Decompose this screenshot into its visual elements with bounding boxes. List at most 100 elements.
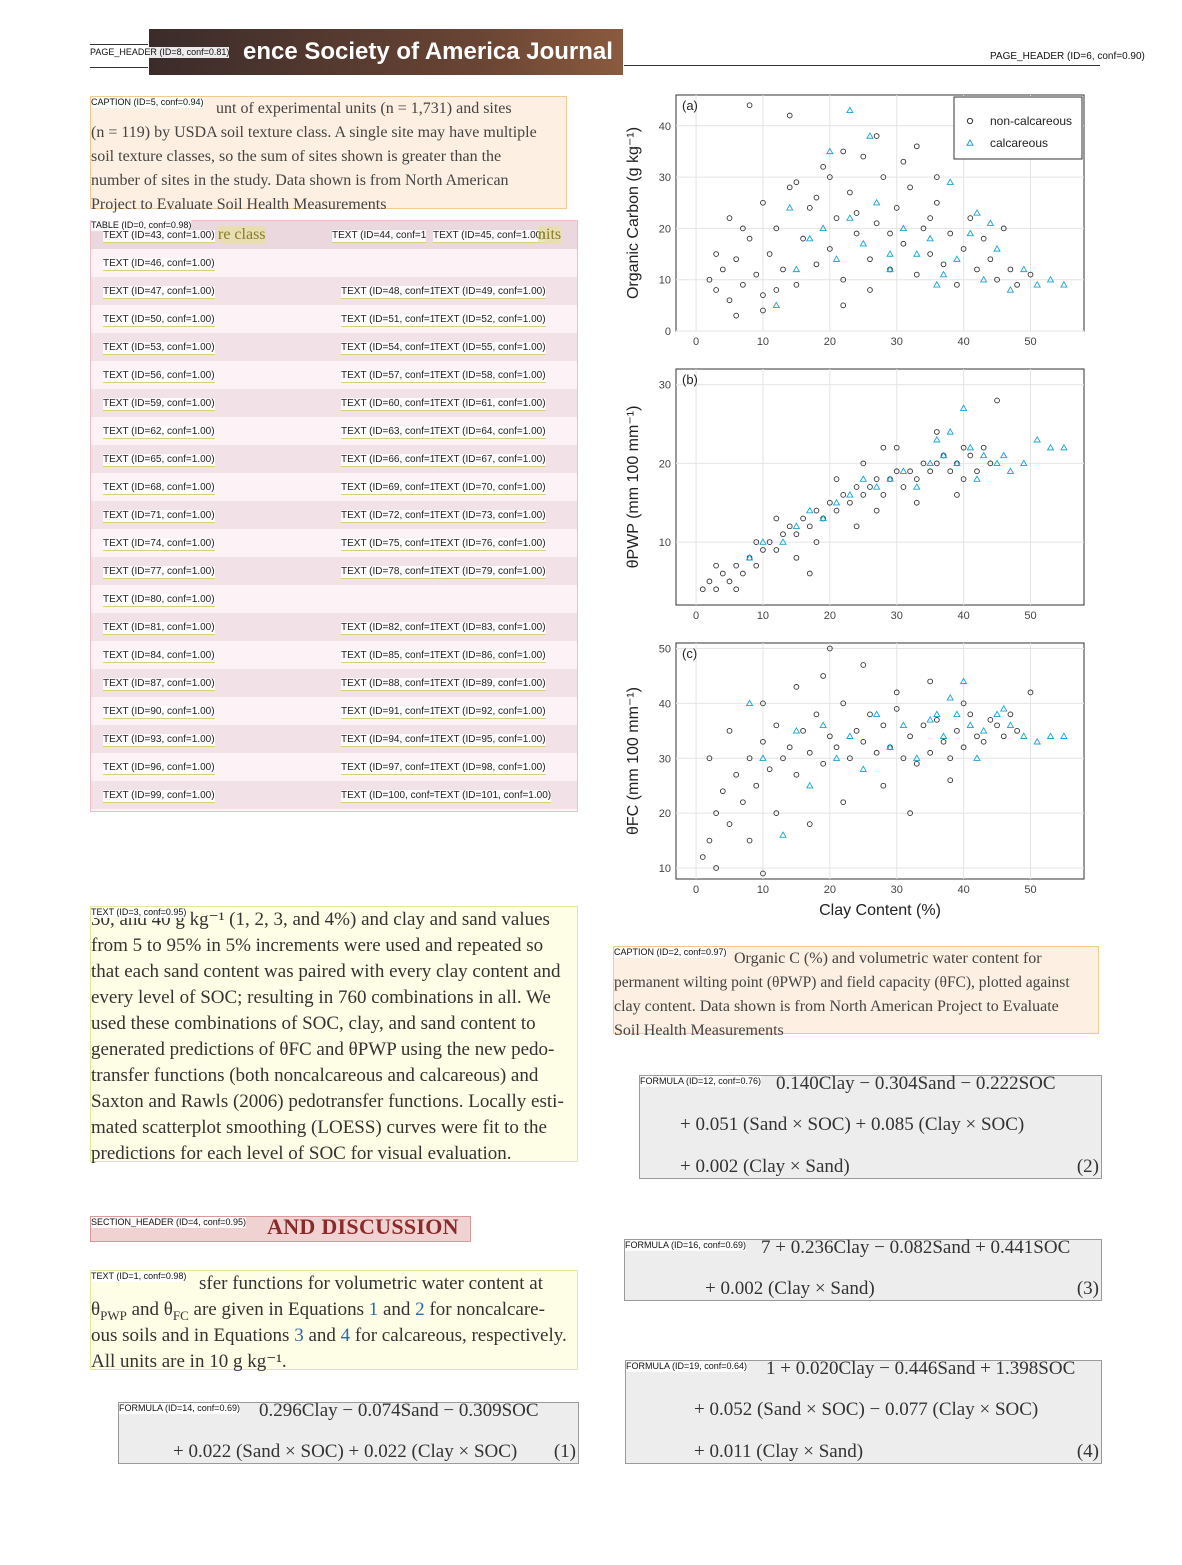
table-row: TEXT (ID=68, conf=1.00) TEXT (ID=69, conf… (91, 473, 577, 501)
data-point (779, 831, 787, 838)
data-point (746, 755, 753, 762)
equation-link-3[interactable]: 3 (294, 1325, 304, 1346)
data-point (772, 301, 781, 308)
x-tick-label: 30 (891, 336, 903, 348)
data-point (872, 198, 881, 206)
table-caption-line4: number of sites in the study. Data shown… (91, 172, 509, 189)
table-row: TEXT (ID=90, conf=1.00) TEXT (ID=91, conf… (91, 697, 577, 725)
data-point (967, 215, 974, 221)
equation-link-2[interactable]: 2 (415, 1299, 425, 1320)
data-point (1006, 286, 1015, 293)
data-point (806, 749, 813, 756)
data-point (1046, 443, 1055, 451)
data-point (773, 515, 780, 522)
data-point (792, 522, 801, 529)
data-point (927, 749, 934, 756)
table-cell: TEXT (ID=95, conf=1.00) (434, 734, 546, 747)
data-point (934, 716, 940, 723)
formula-3-line2: + 0.002 (Clay × Sand) (705, 1278, 875, 1299)
data-point (880, 444, 887, 451)
table-cell: TEXT (ID=88, conf=1 (341, 678, 436, 691)
table-cell: TEXT (ID=91, conf=1 (341, 706, 436, 719)
equation-link-4[interactable]: 4 (340, 1325, 351, 1346)
data-point (1000, 733, 1007, 740)
data-point (1020, 265, 1028, 273)
data-point (832, 255, 841, 262)
data-point (954, 492, 960, 498)
table-cell: TEXT (ID=54, conf=1 (341, 342, 436, 355)
panel-label: (a) (682, 98, 698, 113)
data-point (813, 711, 820, 718)
data-point (880, 782, 887, 789)
data-point (805, 506, 814, 514)
data-point (753, 539, 760, 545)
data-point (873, 749, 880, 756)
data-point (846, 106, 854, 114)
data-point (866, 132, 874, 139)
data-point (826, 645, 833, 652)
y-tick-label: 10 (659, 863, 671, 875)
data-point (873, 220, 880, 227)
table-caption-line5: Project to Evaluate Soil Health Measurem… (91, 196, 387, 213)
section-header-text: AND DISCUSSION (267, 1214, 459, 1239)
data-point (726, 215, 733, 221)
data-point (994, 722, 1000, 729)
text-run: and (303, 1325, 341, 1346)
table-cell: TEXT (ID=52, conf=1.00) (434, 314, 546, 327)
legend-circle-icon (966, 117, 974, 125)
data-point (953, 459, 961, 467)
equation-link-1[interactable]: 1 (368, 1299, 379, 1320)
table-cell: TEXT (ID=73, conf=1.00) (434, 510, 546, 523)
table-cell: TEXT (ID=79, conf=1.00) (434, 566, 546, 579)
data-point (940, 738, 947, 745)
data-point (773, 547, 780, 553)
data-point (800, 515, 806, 522)
data-point (706, 755, 713, 762)
table-cell: TEXT (ID=68, conf=1.00) (103, 482, 215, 495)
data-point (1020, 732, 1028, 739)
section-header-label: SECTION_HEADER (ID=4, conf=0.95) (91, 1217, 247, 1228)
data-point (920, 722, 927, 729)
x-tick-label: 0 (693, 610, 699, 622)
table-row: TEXT (ID=77, conf=1.00) TEXT (ID=78, conf… (91, 557, 577, 585)
data-point (733, 312, 740, 319)
data-point (766, 539, 773, 545)
table-cell: TEXT (ID=74, conf=1.00) (103, 538, 215, 551)
data-point (780, 755, 786, 762)
table-row: TEXT (ID=80, conf=1.00) (91, 585, 577, 613)
x-tick-label: 30 (891, 884, 903, 896)
text-run: are given in Equations (188, 1299, 369, 1320)
page-header-left: PAGE_HEADER (ID=8, conf=0.81) (90, 44, 230, 68)
table-caption: CAPTION (ID=5, conf=0.94) unt of experim… (90, 96, 567, 213)
data-point (933, 280, 941, 288)
data-point (867, 711, 873, 718)
table-cell: TEXT (ID=65, conf=1.00) (103, 454, 215, 467)
data-point (800, 727, 806, 734)
data-point (946, 428, 955, 435)
data-point (706, 837, 713, 844)
table-row: TEXT (ID=71, conf=1.00) TEXT (ID=72, conf… (91, 501, 577, 529)
section-header: SECTION_HEADER (ID=4, conf=0.95) AND DIS… (90, 1214, 471, 1242)
data-point (934, 199, 940, 206)
table-cell: TEXT (ID=67, conf=1.00) (434, 454, 546, 467)
data-point (860, 153, 867, 160)
table-cell: TEXT (ID=82, conf=1 (341, 622, 436, 635)
y-axis-label: θPWP (mm 100 mm⁻¹) (625, 406, 642, 569)
table-row: TEXT (ID=50, conf=1.00) TEXT (ID=51, conf… (91, 305, 577, 333)
x-tick-label: 20 (824, 884, 836, 896)
table-cell: TEXT (ID=101, conf=1.00) (434, 790, 552, 803)
data-point (893, 205, 900, 211)
y-tick-label: 40 (659, 121, 671, 133)
x-tick-label: 0 (693, 336, 699, 348)
data-point (880, 722, 887, 729)
data-point (1014, 281, 1020, 288)
data-point (1060, 443, 1068, 451)
table-cell: TEXT (ID=64, conf=1.00) (434, 426, 546, 439)
y-tick-label: 20 (659, 223, 671, 235)
formula-1-label: FORMULA (ID=14, conf=0.69) (119, 1403, 241, 1414)
data-point (786, 744, 793, 751)
data-point (993, 245, 1001, 252)
table-cell: TEXT (ID=77, conf=1.00) (103, 566, 215, 579)
text-run: and (378, 1299, 416, 1320)
figure-caption-line2: permanent wilting point (θPWP) and field… (614, 974, 1070, 991)
